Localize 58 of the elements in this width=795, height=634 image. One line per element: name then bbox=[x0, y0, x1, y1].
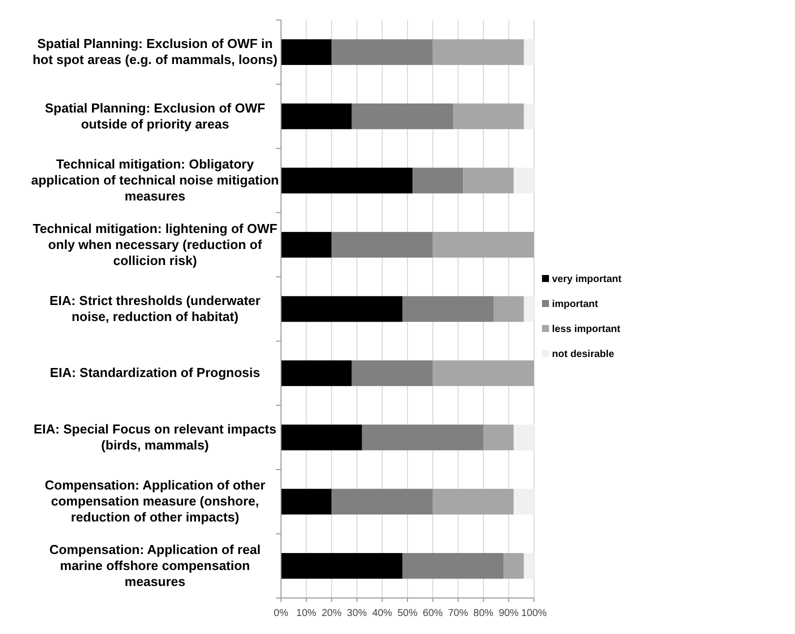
bar bbox=[402, 553, 504, 579]
x-tick-label: 100% bbox=[521, 608, 547, 619]
bar bbox=[332, 488, 433, 515]
bar bbox=[332, 39, 433, 65]
bar bbox=[432, 232, 534, 258]
bar bbox=[514, 168, 534, 194]
bar bbox=[281, 232, 332, 258]
legend-label: very important bbox=[552, 274, 622, 285]
bar bbox=[362, 424, 484, 450]
bar bbox=[281, 103, 352, 130]
legend-label: important bbox=[552, 299, 599, 310]
bar bbox=[483, 424, 514, 450]
legend-label: less important bbox=[552, 324, 622, 335]
x-tick-label: 0% bbox=[274, 608, 288, 619]
y-tick-label: EIA: Special Focus on relevant impacts (birds, mammals) bbox=[34, 421, 276, 452]
x-tick-label: 30% bbox=[346, 608, 368, 619]
x-tick-label: 80% bbox=[473, 608, 494, 619]
bar bbox=[432, 360, 534, 386]
bar bbox=[453, 103, 524, 130]
bar bbox=[281, 553, 402, 579]
x-tick-label: 10% bbox=[296, 608, 316, 619]
bar bbox=[514, 424, 534, 450]
y-tick-label: Technical mitigation: Obligatory application of technical noise mitigation measures bbox=[31, 156, 279, 204]
bar bbox=[524, 296, 534, 322]
y-tick-label: Spatial Planning: Exclusion of OWF outside of priority areas bbox=[44, 100, 266, 132]
bar bbox=[332, 232, 433, 258]
y-tick-label: Technical mitigation: lightening of OWF only when necessary (reduction of collicion risk) bbox=[32, 220, 278, 268]
x-tick-label: 60% bbox=[422, 608, 443, 619]
bar bbox=[412, 168, 464, 194]
y-tick-label: EIA: Strict thresholds (underwater noise, reduction of habitat) bbox=[50, 293, 260, 324]
bar bbox=[432, 488, 514, 515]
bar bbox=[524, 103, 534, 130]
y-tick-label: EIA: Standardization of Prognosis bbox=[50, 365, 260, 380]
y-tick-label: Compensation: Application of other compensation measure (onshore, reduction of other impacts) bbox=[44, 478, 266, 525]
y-tick-label: Compensation: Application of real marine offshore compensation measures bbox=[49, 542, 261, 589]
bar bbox=[352, 360, 433, 386]
x-tick-label: 40% bbox=[372, 608, 392, 619]
bar bbox=[281, 424, 362, 450]
bar bbox=[494, 296, 524, 322]
bar bbox=[281, 488, 332, 515]
bar bbox=[504, 553, 524, 579]
bar bbox=[514, 488, 534, 515]
legend-label: not desirable bbox=[552, 349, 615, 360]
bar bbox=[281, 296, 402, 322]
bar bbox=[281, 360, 352, 386]
x-tick-label: 20% bbox=[322, 608, 342, 619]
x-tick-label: 50% bbox=[397, 608, 418, 619]
bar bbox=[281, 39, 332, 65]
bar bbox=[281, 168, 413, 194]
x-tick-label: 90% bbox=[498, 608, 519, 619]
bar bbox=[352, 103, 454, 130]
bar bbox=[524, 553, 534, 579]
x-tick-label: 70% bbox=[448, 608, 468, 619]
bar bbox=[402, 296, 494, 322]
bar bbox=[463, 168, 514, 194]
bar bbox=[524, 39, 534, 65]
bar bbox=[432, 39, 524, 65]
y-tick-label: Spatial Planning: Exclusion of OWF in hot spot areas (e.g. of mammals, loons) bbox=[32, 36, 278, 68]
